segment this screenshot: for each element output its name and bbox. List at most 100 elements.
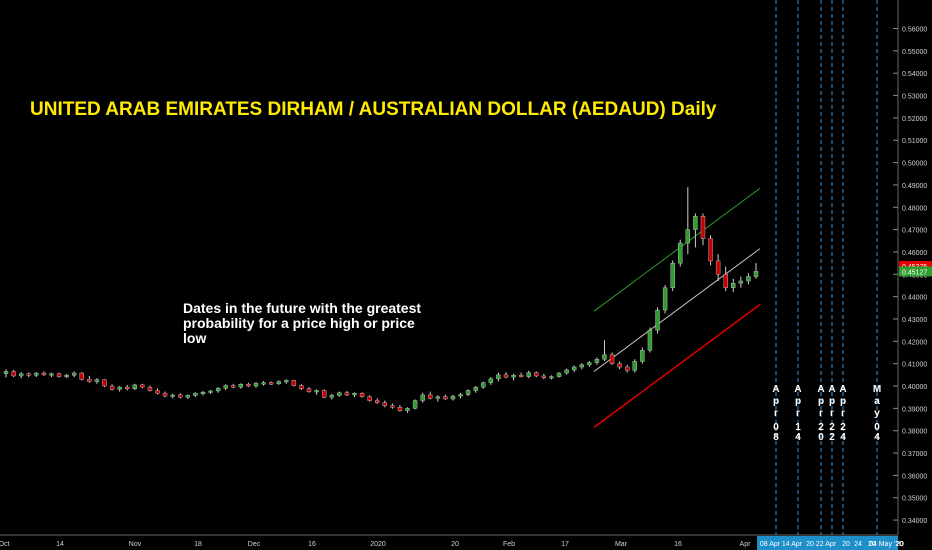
- candle-body: [26, 373, 31, 376]
- future-range-highlight: [757, 536, 898, 550]
- candle-body: [670, 262, 675, 288]
- candle-body: [564, 369, 569, 374]
- candle-body: [185, 395, 191, 398]
- candle-body: [238, 384, 244, 388]
- time-tick-label: Mar: [615, 541, 628, 548]
- future-date-char: 2: [818, 422, 824, 433]
- future-date-char: p: [795, 396, 801, 407]
- candle-body: [549, 376, 554, 379]
- candle-body: [662, 287, 668, 311]
- candle-body: [640, 350, 645, 362]
- candle-body: [268, 382, 274, 385]
- candle-body: [71, 372, 77, 376]
- future-date-char: p: [773, 396, 779, 407]
- future-date-char: A: [828, 384, 835, 395]
- future-date-char: r: [819, 408, 823, 419]
- price-label-box: [899, 266, 932, 277]
- channel-line-middle: [593, 248, 761, 372]
- candle-body: [117, 386, 122, 390]
- candle-body: [49, 373, 54, 376]
- future-date-char: a: [874, 396, 880, 407]
- candle-body: [541, 375, 547, 378]
- candle-body: [617, 363, 622, 368]
- candle-body: [359, 392, 365, 397]
- candle-body: [647, 329, 653, 351]
- price-label-value: 0.45127: [902, 269, 927, 276]
- price-tick-label: 0.48000: [902, 205, 927, 212]
- future-date-char: A: [839, 384, 846, 395]
- time-tick-label: 20: [896, 541, 904, 548]
- future-date-char: M: [873, 384, 881, 395]
- candle-body: [458, 394, 463, 397]
- candle-body: [571, 366, 577, 371]
- time-tick-label: 20: [842, 541, 850, 548]
- future-date-char: p: [840, 396, 846, 407]
- future-date-char: 8: [773, 432, 779, 443]
- time-tick-label: Dec: [248, 541, 261, 548]
- price-tick-label: 0.53000: [902, 94, 927, 101]
- channel-line-lower: [593, 303, 761, 428]
- time-tick-label: 24: [854, 541, 862, 548]
- chart-title: UNITED ARAB EMIRATES DIRHAM / AUSTRALIAN…: [30, 99, 717, 120]
- future-date-char: r: [841, 408, 845, 419]
- candle-body: [443, 396, 448, 400]
- candle-body: [132, 384, 137, 389]
- price-tick-label: 0.43000: [902, 317, 927, 324]
- candle-body: [337, 392, 342, 396]
- candle-body: [678, 242, 683, 264]
- candle-body: [276, 381, 281, 384]
- candle-body: [299, 385, 304, 389]
- time-tick-label: 20: [806, 541, 814, 548]
- price-tick-label: 0.56000: [902, 27, 927, 34]
- time-axis-background: [0, 535, 932, 550]
- candle-body: [231, 385, 236, 388]
- candle-body: [496, 374, 501, 380]
- price-tick-label: 0.37000: [902, 451, 927, 458]
- future-date-char: p: [818, 396, 824, 407]
- future-date-char: y: [874, 408, 880, 419]
- candle-body: [41, 372, 47, 376]
- candle-body: [625, 366, 630, 371]
- future-date-char: r: [796, 408, 800, 419]
- candle-body: [412, 400, 418, 409]
- candle-body: [200, 392, 206, 394]
- price-label-box: [899, 260, 932, 271]
- candle-body: [56, 373, 62, 377]
- candle-body: [34, 372, 39, 376]
- candle-body: [79, 372, 84, 380]
- candle-body: [731, 283, 736, 288]
- candle-body: [140, 384, 145, 388]
- future-date-char: r: [830, 408, 834, 419]
- time-tick-label: Feb: [503, 541, 515, 548]
- price-tick-label: 0.35000: [902, 496, 927, 503]
- future-date-char: 4: [874, 432, 880, 443]
- candle-body: [102, 379, 107, 387]
- candle-body: [246, 384, 251, 387]
- candle-body: [94, 379, 100, 382]
- candle-body: [109, 385, 115, 390]
- candle-body: [488, 378, 494, 383]
- candle-body: [738, 280, 744, 284]
- candle-body: [715, 260, 721, 275]
- future-date-char: A: [772, 384, 779, 395]
- candle-body: [450, 395, 456, 400]
- price-tick-label: 0.55000: [902, 49, 927, 56]
- time-tick-label: Oct: [0, 541, 9, 548]
- trend-channel: [593, 187, 761, 428]
- time-axis[interactable]: Oct 14 Nov 18 Dec 16 2020 20 Feb 17 Mar 16 Apr 08 Apr…: [0, 534, 932, 550]
- future-date-label: Apr 20: [817, 384, 824, 443]
- price-axis[interactable]: 0.56000 0.55000 0.54000 0.53000 0.52000 0.510…: [893, 0, 932, 535]
- candle-body: [397, 407, 403, 411]
- price-tick-label: 0.36000: [902, 473, 927, 480]
- candle-body: [632, 361, 637, 371]
- annotation-text: Dates in the future with the greatest pr…: [183, 300, 422, 346]
- price-tick-label: 0.52000: [902, 116, 927, 123]
- candle-body: [481, 382, 486, 388]
- future-date-char: A: [817, 384, 824, 395]
- candle-body: [344, 392, 350, 396]
- future-date-char: 1: [795, 422, 801, 433]
- candle-body: [473, 386, 478, 391]
- candle-body: [125, 386, 130, 389]
- price-tick-label: 0.54000: [902, 71, 927, 78]
